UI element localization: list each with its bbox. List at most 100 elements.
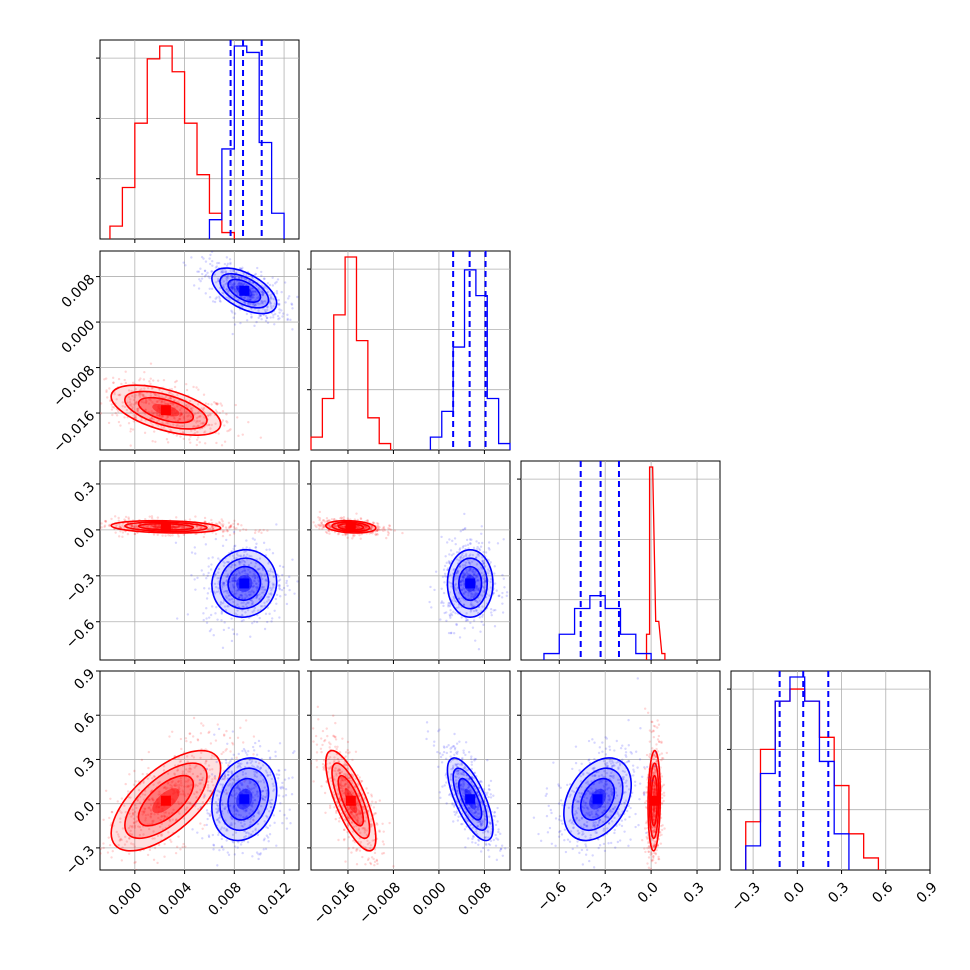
scatter-point: [373, 812, 377, 815]
scatter-point: [364, 863, 367, 866]
scatter-point: [203, 269, 207, 273]
contour-line-0: [331, 762, 371, 840]
scatter-point: [346, 536, 349, 540]
contour-line-1: [219, 272, 270, 309]
scatter-point: [482, 562, 486, 565]
scatter-point: [283, 813, 286, 817]
scatter-point: [241, 783, 244, 787]
scatter-point: [186, 415, 189, 418]
scatter-point: [190, 415, 193, 419]
joint-panel-p0-p3: [81, 670, 300, 871]
scatter-point: [463, 766, 466, 769]
scatter-point: [474, 841, 477, 845]
scatter-point: [113, 515, 117, 518]
scatter-point: [188, 764, 192, 767]
scatter-point: [225, 580, 228, 583]
scatter-point: [289, 318, 292, 322]
scatter-point: [462, 580, 465, 584]
scatter-point: [132, 398, 136, 402]
scatter-point: [336, 792, 340, 796]
scatter-point: [374, 530, 377, 533]
scatter-point: [253, 574, 256, 577]
scatter-point: [344, 860, 347, 863]
scatter-point: [215, 403, 219, 406]
scatter-point: [213, 582, 217, 586]
scatter-point: [206, 789, 210, 792]
scatter-point: [347, 786, 351, 789]
scatter-point: [119, 526, 122, 529]
scatter-point: [358, 837, 362, 840]
scatter-point: [240, 593, 243, 597]
scatter-point: [448, 604, 451, 608]
scatter-point: [186, 784, 190, 788]
scatter-point: [477, 611, 480, 615]
scatter-point: [215, 410, 219, 414]
scatter-point: [255, 587, 259, 590]
scatter-point: [200, 255, 204, 259]
scatter-point: [338, 816, 341, 820]
scatter-point: [464, 753, 467, 757]
scatter-point: [254, 304, 257, 307]
scatter-point: [376, 823, 379, 826]
scatter-point: [141, 393, 145, 397]
scatter-point: [260, 804, 263, 808]
scatter-point: [220, 619, 223, 622]
scatter-point: [213, 777, 217, 780]
scatter-point: [259, 314, 263, 318]
scatter-point: [235, 573, 239, 576]
scatter-point: [245, 539, 248, 542]
scatter-point: [183, 792, 186, 796]
scatter-point: [229, 750, 232, 753]
scatter-point: [225, 590, 228, 593]
scatter-point: [146, 524, 150, 527]
scatter-point: [318, 523, 321, 527]
scatter-point: [261, 577, 264, 581]
scatter-point: [337, 769, 340, 772]
scatter-point: [345, 764, 349, 767]
scatter-point: [235, 809, 239, 812]
scatter-point: [227, 296, 231, 300]
scatter-point: [468, 538, 472, 541]
scatter-point: [231, 573, 234, 577]
scatter-point: [214, 402, 218, 405]
scatter-point: [358, 849, 362, 852]
scatter-point: [462, 574, 465, 578]
scatter-point: [262, 291, 265, 295]
scatter-point: [253, 538, 256, 541]
scatter-point: [231, 869, 232, 870]
scatter-point: [375, 822, 378, 825]
scatter-point: [115, 414, 119, 417]
scatter-point: [462, 572, 465, 575]
scatter-point: [229, 261, 232, 265]
scatter-point: [249, 593, 253, 596]
scatter-point: [382, 527, 386, 530]
scatter-point: [196, 784, 199, 787]
scatter-point: [511, 569, 513, 571]
scatter-point: [257, 530, 260, 533]
scatter-point: [357, 828, 361, 832]
scatter-point: [269, 295, 273, 299]
scatter-point: [243, 282, 246, 285]
scatter-point: [233, 312, 237, 315]
scatter-point: [256, 266, 259, 270]
scatter-point: [263, 574, 266, 578]
scatter-point: [161, 415, 165, 418]
scatter-point: [233, 576, 236, 580]
scatter-point: [340, 812, 344, 815]
scatter-point: [241, 770, 245, 774]
scatter-point: [223, 270, 226, 273]
scatter-point: [232, 556, 236, 560]
scatter-point: [235, 290, 238, 293]
scatter-point: [222, 523, 225, 526]
scatter-point: [250, 787, 254, 790]
scatter-point: [233, 519, 236, 523]
scatter-point: [221, 291, 224, 295]
scatter-point: [81, 832, 83, 834]
scatter-point: [241, 773, 245, 776]
scatter-point: [369, 528, 372, 531]
scatter-point: [159, 416, 162, 419]
scatter-point: [214, 522, 218, 525]
scatter-point: [322, 525, 326, 528]
scatter-point: [254, 827, 257, 830]
scatter-point: [123, 405, 127, 409]
